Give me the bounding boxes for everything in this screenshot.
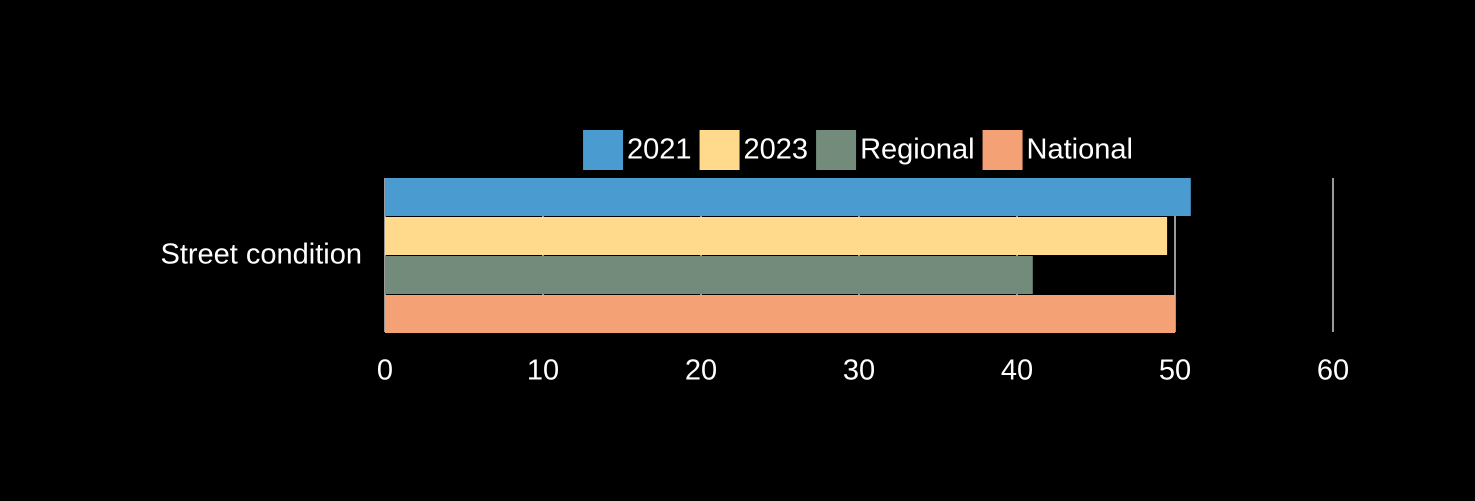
bar-regional — [385, 256, 1033, 294]
legend-swatch-2023 — [699, 130, 740, 170]
legend-label-regional: Regional — [860, 134, 974, 166]
legend-item-national: National — [982, 130, 1133, 170]
legend: 2021 2023 Regional National — [583, 130, 1133, 170]
legend-label-national: National — [1027, 134, 1133, 166]
x-tick-label: 60 — [1317, 355, 1349, 387]
x-tick-label: 10 — [527, 355, 559, 387]
legend-item-2023: 2023 — [699, 130, 809, 170]
bar-2023 — [385, 217, 1168, 255]
bar-national — [385, 295, 1175, 333]
legend-swatch-regional — [816, 130, 857, 170]
y-axis: Street condition — [160, 239, 362, 271]
x-axis: 0 10 20 30 40 50 60 — [377, 355, 1349, 387]
bar-2021 — [385, 178, 1191, 216]
x-tick-label: 50 — [1159, 355, 1191, 387]
category-label: Street condition — [160, 239, 362, 271]
legend-label-2023: 2023 — [744, 134, 809, 166]
x-tick-label: 20 — [685, 355, 717, 387]
legend-label-2021: 2021 — [627, 134, 692, 166]
bars — [385, 178, 1191, 333]
legend-item-regional: Regional — [816, 130, 975, 170]
legend-item-2021: 2021 — [583, 130, 692, 170]
x-tick-label: 30 — [843, 355, 875, 387]
legend-swatch-2021 — [583, 130, 624, 170]
legend-swatch-national — [982, 130, 1023, 170]
x-tick-label: 40 — [1001, 355, 1033, 387]
x-tick-label: 0 — [377, 355, 393, 387]
